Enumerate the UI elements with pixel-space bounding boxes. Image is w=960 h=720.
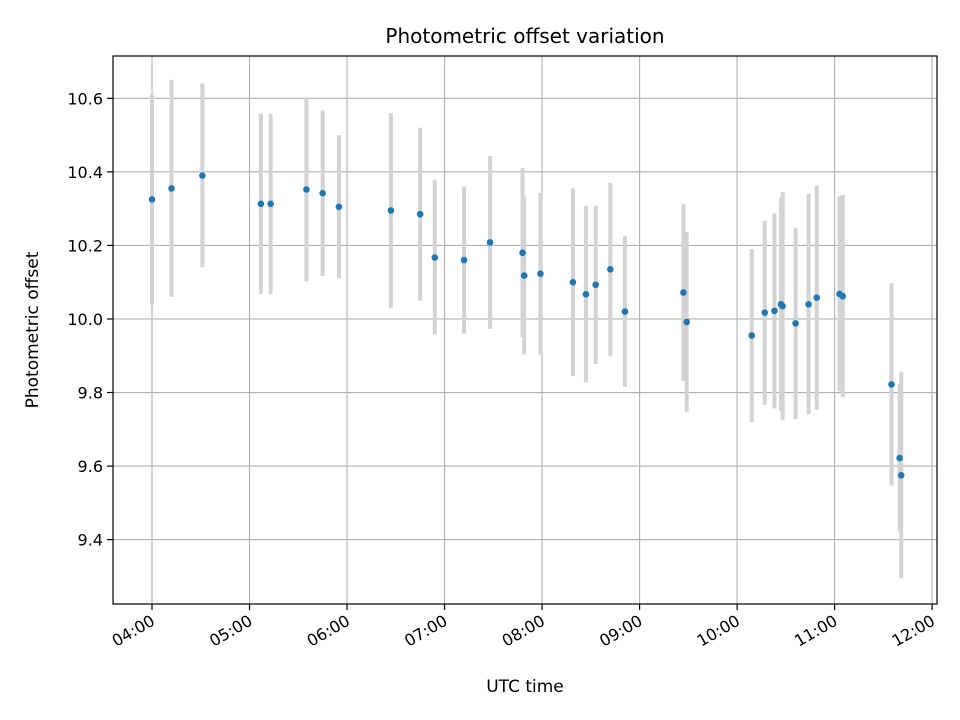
data-point [569,278,577,286]
y-tick-label: 9.8 [78,384,103,403]
data-point [748,332,756,339]
data-point [839,292,847,300]
data-point [813,294,821,301]
data-point [303,186,310,193]
data-point [680,289,687,296]
data-point [805,300,812,308]
data-point [792,320,799,327]
plot-frame [112,55,938,605]
data-point [257,200,265,208]
data-point [520,272,528,279]
x-axis-label: UTC time [486,677,564,697]
data-point [431,254,439,261]
data-point [387,207,395,214]
data-point [683,318,691,326]
y-tick-label: 10.4 [67,163,103,182]
data-point [267,200,274,208]
y-tick-label: 10.2 [67,236,103,255]
y-tick-label: 9.6 [78,457,103,476]
data-point [460,256,468,264]
y-axis-ticks: 9.4 9.6 9.8 10.0 10.2 10.4 10.6 [67,89,113,550]
data-point [582,291,590,298]
data-point [607,266,614,273]
data-point [896,454,903,462]
y-tick-label: 10.0 [67,310,103,329]
data-points [148,172,905,479]
data-point [519,249,526,257]
data-point [168,185,175,192]
y-tick-label: 9.4 [78,531,103,550]
data-point [592,281,599,289]
y-tick-label: 10.6 [67,89,103,108]
chart-title: Photometric offset variation [385,24,664,48]
data-point [779,302,786,310]
data-point [771,307,778,315]
data-point [888,381,895,388]
data-point [148,196,156,203]
data-point [897,471,905,479]
y-axis-label: Photometric offset [23,251,43,408]
data-point [199,172,206,179]
data-point [537,270,544,278]
data-point [416,210,424,218]
data-point [335,203,343,211]
data-point [621,308,629,315]
data-point [761,309,769,317]
data-point [486,239,494,246]
data-point [319,189,326,197]
